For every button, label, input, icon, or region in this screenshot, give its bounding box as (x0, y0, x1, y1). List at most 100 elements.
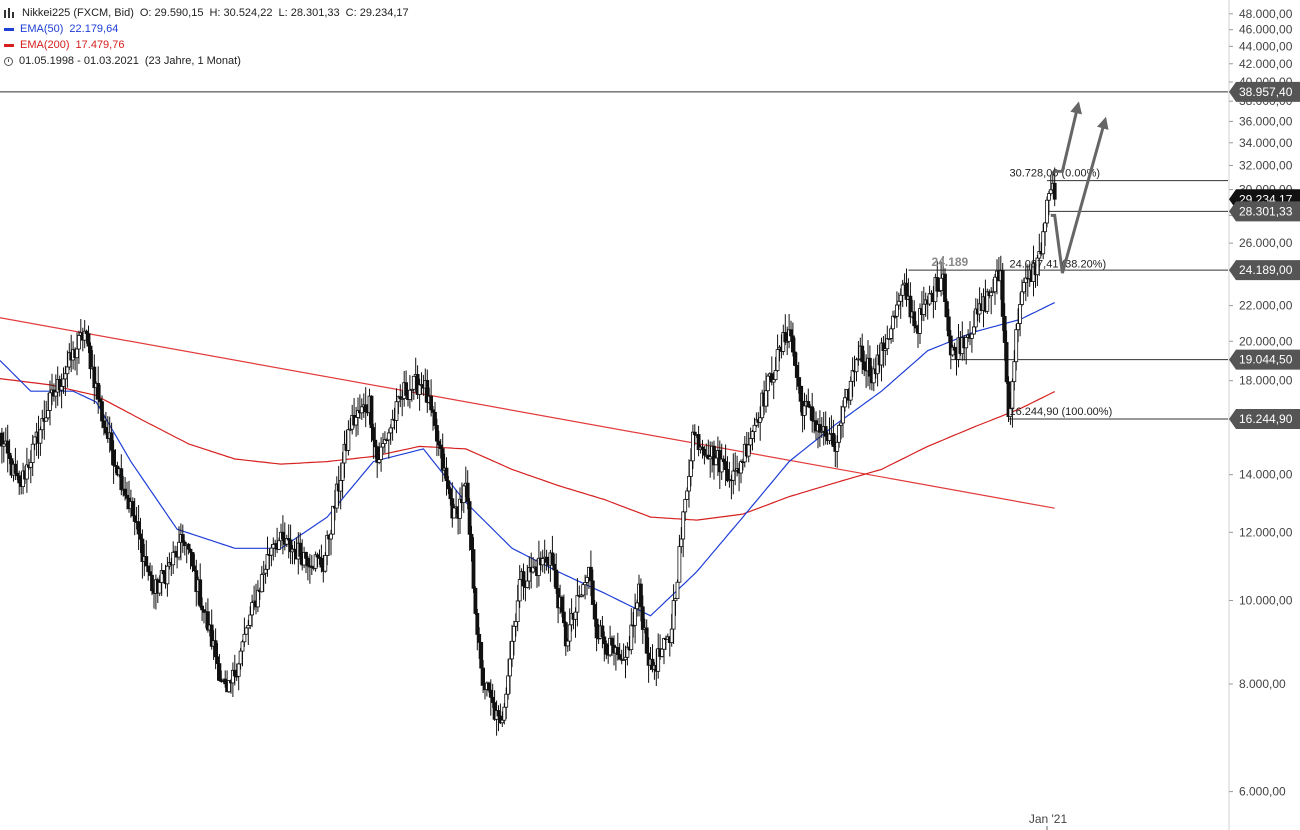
candle-body (592, 604, 597, 620)
candle-body (304, 552, 308, 559)
candle-body (17, 475, 22, 484)
candle-body (236, 663, 241, 677)
candle-body (900, 284, 905, 296)
x-tick-label: Jan '21 (1029, 812, 1068, 826)
candle-body (1052, 182, 1057, 200)
candle-body (860, 345, 865, 363)
candle-body (848, 380, 853, 401)
candle-body (411, 375, 416, 390)
candle-body (386, 432, 391, 441)
candle-body (255, 589, 260, 608)
y-tick-label: 6.000,00 (1239, 785, 1286, 799)
candle-body (687, 475, 691, 492)
candle-body (521, 571, 526, 587)
price-tag (1229, 349, 1300, 370)
candle-body (585, 576, 589, 583)
candle-body (340, 462, 345, 481)
candle-body (896, 300, 901, 306)
candle-body (477, 634, 482, 643)
candle-body (461, 485, 466, 503)
candle-body (677, 546, 682, 583)
candle-body (560, 596, 564, 613)
legend-row-ohlc: Nikkei225 (FXCM, Bid) O: 29.590,15 H: 30… (4, 5, 409, 21)
candle-body (429, 395, 434, 411)
candle-body (315, 554, 320, 558)
candle-body (567, 624, 572, 642)
candle-body (898, 294, 903, 302)
fib-level-label: 30.728,00 (0.00%) (1010, 168, 1101, 180)
candle-body (104, 426, 108, 434)
candle-body (746, 444, 751, 457)
candle-body (250, 602, 255, 616)
legend-ema50-value: 22.179,64 (69, 23, 119, 35)
y-tick-label: 14.000,00 (1239, 468, 1293, 482)
candle-body (629, 624, 634, 650)
candle-body (540, 558, 545, 566)
candle-body (1045, 199, 1049, 224)
candle-body (28, 462, 33, 468)
candle-body (675, 581, 680, 600)
candle-body (731, 470, 736, 481)
candle-body (238, 650, 243, 665)
candle-body (575, 595, 580, 613)
candle-body (323, 555, 328, 572)
candle-body (329, 533, 333, 540)
candle-body (796, 377, 801, 387)
y-tick-label: 34.000,00 (1239, 136, 1293, 150)
candle-body (269, 547, 274, 556)
candle-body (132, 515, 137, 522)
candle-body (918, 308, 922, 334)
candle-body (123, 488, 127, 496)
candle-body (109, 432, 114, 451)
candle-body (714, 457, 718, 466)
candle-body (146, 565, 151, 573)
candle-body (86, 333, 91, 347)
y-tick-label: 12.000,00 (1239, 525, 1293, 539)
candle-body (381, 443, 385, 448)
candle-body (794, 364, 799, 378)
y-tick-label: 20.000,00 (1239, 334, 1293, 348)
legend-duration: (23 Jahre, 1 Monat) (144, 55, 241, 67)
candle-body (359, 406, 364, 414)
candle-body (232, 669, 237, 677)
candle-body (891, 315, 895, 330)
candle-body (417, 384, 422, 395)
candle-body (331, 505, 335, 535)
candle-body (280, 531, 285, 540)
candle-body (554, 569, 559, 589)
candle-body (373, 439, 378, 448)
candle-body (248, 614, 253, 626)
candle-body (1041, 231, 1046, 255)
candle-body (433, 411, 437, 426)
candle-body (263, 568, 268, 574)
candle-body (837, 424, 841, 443)
candle-body (789, 329, 793, 337)
candle-body (448, 488, 453, 500)
candle-body (119, 468, 124, 491)
price-tag-label: 24.189,00 (1239, 263, 1293, 277)
y-tick-label: 44.000,00 (1239, 39, 1293, 53)
candle-body (775, 349, 780, 371)
candle-body (205, 611, 210, 631)
candle-body (1047, 193, 1051, 201)
candle-body (394, 401, 399, 421)
candle-body (773, 370, 778, 381)
candle-body (198, 579, 203, 607)
candle-body (1000, 270, 1005, 317)
candle-body (1048, 189, 1053, 195)
candle-body (63, 373, 68, 380)
price-tag-label: 16.244,90 (1239, 412, 1293, 426)
candle-body (810, 406, 815, 422)
candle-body (488, 689, 493, 698)
candle-body (496, 710, 501, 717)
candle-body (486, 682, 491, 691)
candle-body (885, 338, 890, 350)
trendline (0, 317, 1055, 509)
candle-body (964, 336, 969, 349)
candle-body (752, 424, 757, 432)
legend-close: C: 29.234,17 (345, 7, 409, 19)
candle-body (689, 460, 693, 477)
y-tick-label: 22.000,00 (1239, 299, 1293, 313)
candle-body (473, 587, 478, 614)
